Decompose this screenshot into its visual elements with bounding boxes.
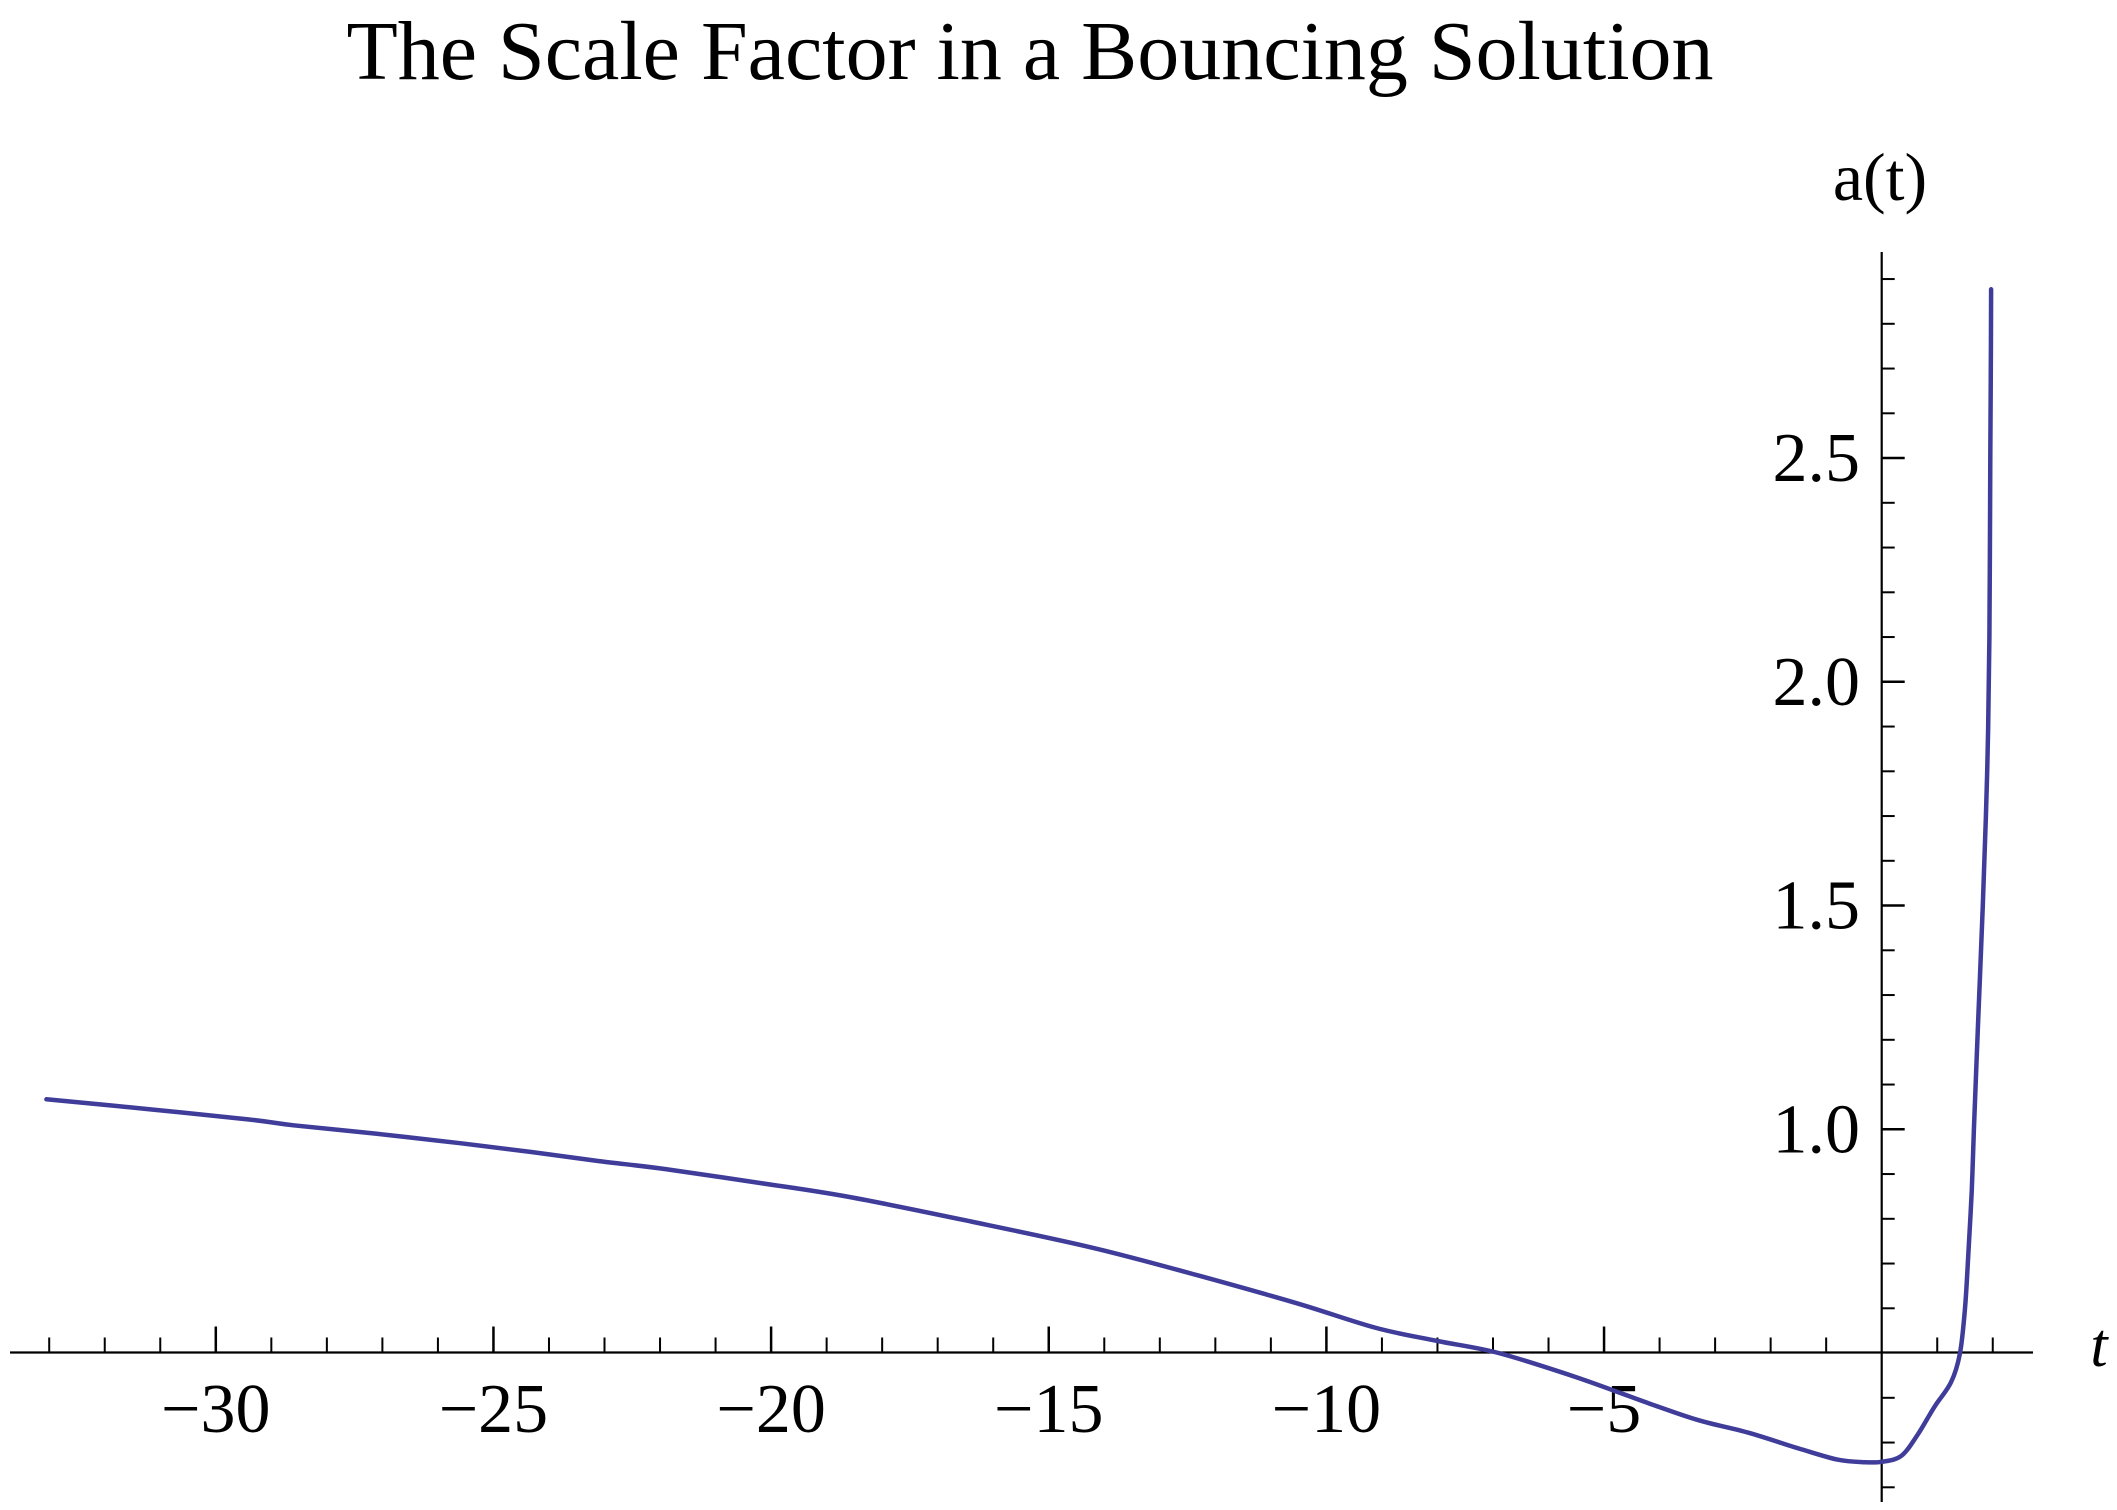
y-axis-label: a(t) — [1832, 139, 1928, 215]
y-tick-label: 2.5 — [1773, 420, 1861, 497]
x-tick-label: −10 — [1272, 1371, 1381, 1448]
x-tick-label: −20 — [716, 1371, 825, 1448]
x-tick-label: −5 — [1567, 1371, 1641, 1448]
chart-title: The Scale Factor in a Bouncing Solution — [346, 5, 1714, 98]
y-tick-label: 2.0 — [1773, 644, 1861, 721]
x-tick-label: −30 — [161, 1371, 270, 1448]
y-tick-label: 1.5 — [1773, 868, 1861, 945]
y-tick-label: 1.0 — [1773, 1091, 1861, 1168]
scale-factor-curve — [44, 287, 1994, 1465]
x-tick-label: −25 — [439, 1371, 548, 1448]
x-axis-label: t — [2090, 1312, 2108, 1380]
x-tick-label: −15 — [994, 1371, 1103, 1448]
